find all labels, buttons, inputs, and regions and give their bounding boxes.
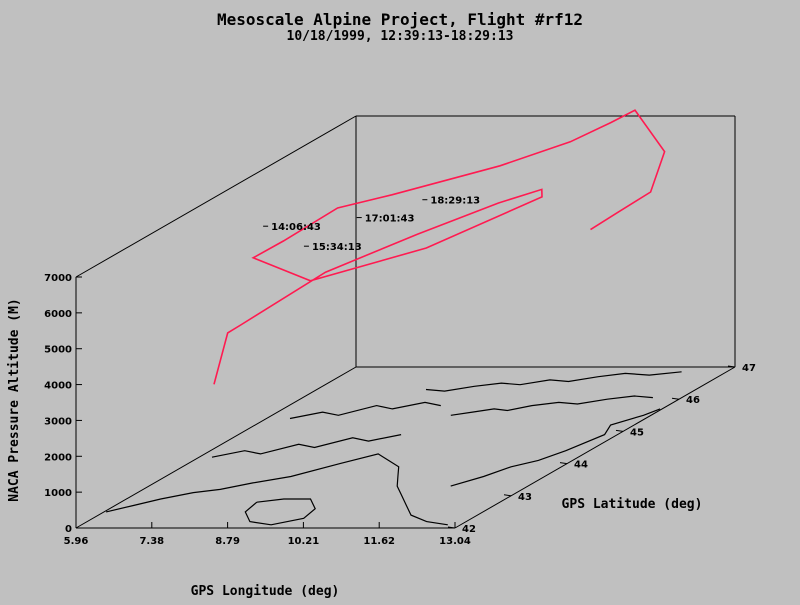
z-axis-label: NACA Pressure Altitude (M)	[7, 298, 22, 502]
top-left-edge	[75, 115, 357, 278]
y-tick-label: 44	[574, 460, 588, 471]
flight-track-line	[213, 109, 666, 385]
coastline-map	[105, 371, 682, 526]
time-annotation-label: 15:34:13	[312, 242, 362, 253]
x-tick-label: 10.21	[288, 536, 320, 547]
coastline-segment	[244, 498, 316, 526]
floor-back-left-edge	[75, 366, 357, 529]
coastline-segment	[105, 453, 448, 526]
y-tick-mark	[559, 462, 568, 465]
coastline-segment	[450, 408, 661, 487]
x-tick-label: 7.38	[139, 536, 164, 547]
z-tick-label: 2000	[44, 452, 72, 463]
z-tick-label: 1000	[44, 488, 72, 499]
x-axis-label: GPS Longitude (deg)	[191, 584, 340, 599]
z-tick-label: 5000	[44, 345, 72, 356]
y-tick-mark	[447, 526, 456, 529]
y-axis-line	[454, 366, 736, 529]
x-tick-label: 13.04	[439, 536, 471, 547]
coastline-segment	[289, 401, 441, 420]
flight-track	[213, 109, 666, 385]
y-axis-label: GPS Latitude (deg)	[562, 497, 703, 512]
y-tick-mark	[727, 365, 736, 368]
chart-subtitle: 10/18/1999, 12:39:13-18:29:13	[287, 29, 514, 44]
y-tick-mark	[503, 494, 512, 497]
time-annotation-label: 18:29:13	[430, 196, 480, 207]
y-tick-label: 46	[686, 395, 700, 406]
z-tick-label: 3000	[44, 416, 72, 427]
time-annotation-label: 17:01:43	[365, 214, 415, 225]
chart-title: Mesoscale Alpine Project, Flight #rf12	[217, 10, 583, 29]
y-tick-mark	[671, 397, 680, 400]
x-tick-label: 11.62	[363, 536, 395, 547]
coastline-segment	[211, 434, 402, 458]
y-tick-mark	[615, 429, 624, 432]
coastline-segment	[425, 371, 682, 392]
x-tick-label: 8.79	[215, 536, 240, 547]
z-tick-label: 7000	[44, 273, 72, 284]
y-tick-label: 43	[518, 492, 532, 503]
y-tick-label: 45	[630, 427, 644, 438]
y-tick-label: 47	[742, 363, 756, 374]
z-tick-label: 0	[65, 524, 72, 535]
plot-frame	[75, 115, 736, 529]
x-tick-label: 5.96	[64, 536, 89, 547]
time-annotations: 14:06:43 15:34:13 17:01:43 18:29:13	[263, 196, 480, 253]
z-tick-label: 4000	[44, 381, 72, 392]
y-tick-label: 42	[462, 524, 476, 535]
z-tick-label: 6000	[44, 309, 72, 320]
time-annotation-label: 14:06:43	[271, 222, 321, 233]
coastline-segment	[450, 395, 653, 416]
